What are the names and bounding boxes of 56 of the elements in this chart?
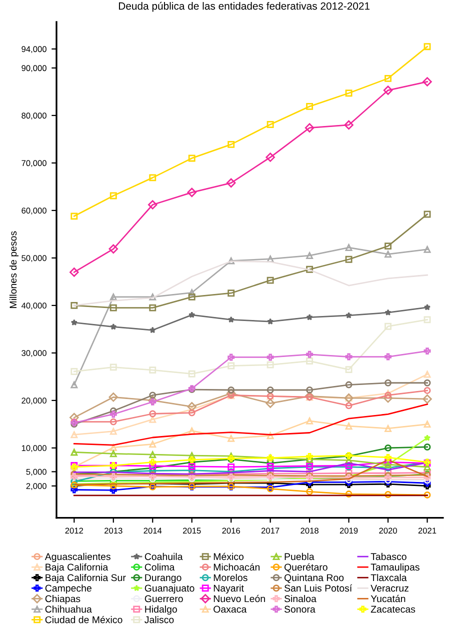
y-tick-label: 80,000 (22, 112, 46, 120)
legend-label: Sonora (284, 606, 316, 613)
y-axis-title: Millones de pesos (9, 231, 19, 308)
y-tick-label: 50,000 (22, 255, 46, 262)
x-tick-label: 2019 (340, 528, 358, 534)
y-tick-label: 94,000 (22, 46, 46, 54)
legend-label: Oaxaca (214, 606, 247, 613)
x-tick-label: 2016 (222, 528, 240, 534)
y-tick-label: 10,000 (22, 445, 46, 452)
legend-label: Morelos (214, 574, 248, 582)
y-tick-label: 60,000 (22, 208, 46, 215)
legend-label: Nayarit (214, 584, 244, 594)
x-tick-label: 2012 (65, 528, 84, 534)
legend-label: San Luis Potosí (284, 584, 352, 592)
legend-label: Tamaulipas (370, 563, 420, 573)
legend-label: Guerrero (144, 595, 183, 602)
y-tick-label: 40,000 (21, 302, 46, 310)
legend-label: Chihuahua (45, 606, 92, 613)
legend-label: Sinaloa (284, 595, 316, 602)
legend-label: Campeche (45, 584, 92, 594)
x-tick-label: 2018 (300, 528, 318, 534)
x-tick-label: 2014 (144, 528, 162, 534)
legend-label: Quintana Roo (284, 574, 344, 583)
legend-label: Baja California Sur (46, 574, 126, 584)
legend-label: Colima (144, 563, 175, 571)
legend-label: Jalisco (144, 616, 174, 624)
y-tick-label: 5,000 (26, 468, 46, 476)
legend-label: Tabasco (370, 552, 406, 560)
x-tick-label: 2013 (104, 528, 122, 534)
y-tick-label: 90,000 (22, 65, 46, 72)
legend-label: Ciudad de México (45, 616, 122, 624)
legend-label: Hidalgo (145, 606, 177, 615)
legend-label: Guanajuato (144, 584, 194, 594)
y-tick-label: 70,000 (22, 160, 46, 168)
legend-label: Nuevo León (214, 594, 265, 602)
legend-label: Coahuila (144, 552, 183, 560)
legend-label: Zacatecas (370, 606, 416, 613)
legend-label: Michoacán (214, 563, 260, 571)
legend-label: Querétaro (284, 563, 328, 572)
legend-label: Puebla (284, 552, 314, 560)
legend-label: Baja California (46, 563, 108, 573)
x-tick-label: 2021 (418, 528, 436, 534)
x-tick-label: 2015 (183, 528, 201, 534)
legend-label: Chiapas (45, 595, 80, 604)
x-tick-label: 2020 (379, 528, 397, 534)
legend-label: Aguascalientes (44, 552, 110, 562)
legend-label: Yucatán (370, 594, 406, 602)
legend-label: México (214, 552, 244, 560)
y-tick-label: 30,000 (22, 350, 46, 358)
x-tick-label: 2017 (261, 528, 280, 534)
legend-label: Tlaxcala (370, 574, 407, 582)
legend-label: Veracruz (370, 584, 408, 592)
chart-title: Deuda pública de las entidades federativas 2012-2021 (118, 2, 370, 12)
legend-label: Durango (145, 574, 182, 584)
y-tick-label: 2,000 (26, 483, 46, 490)
y-tick-label: 20,000 (22, 398, 46, 405)
